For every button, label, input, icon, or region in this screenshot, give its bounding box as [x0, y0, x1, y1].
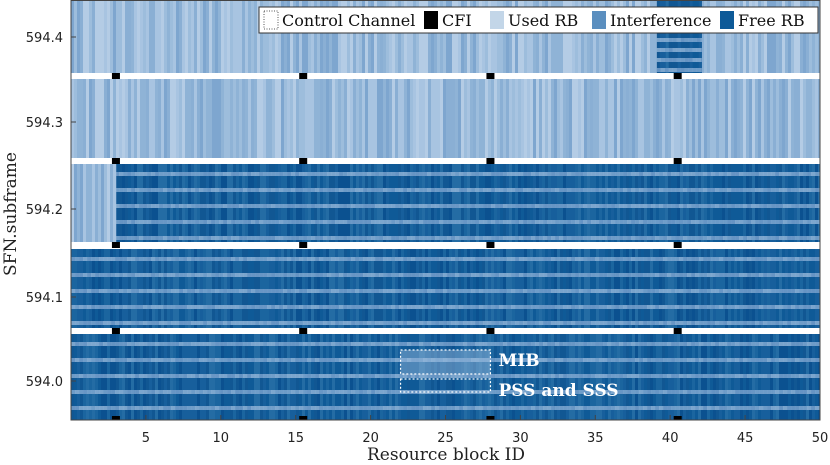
cfi-marker — [299, 73, 308, 79]
cfi-marker — [486, 73, 495, 79]
y-tick-label: 594.2 — [26, 203, 63, 218]
cfi-marker — [299, 416, 308, 420]
x-tick-label: 30 — [512, 431, 529, 446]
y-tick-label: 594.1 — [26, 291, 63, 306]
cfi-marker — [486, 416, 495, 420]
annotations: MIB PSS and SSS — [399, 349, 619, 401]
cfi-marker — [111, 416, 120, 420]
x-tick-label: 15 — [287, 431, 304, 446]
annotation-box — [399, 349, 492, 375]
cfi-marker — [486, 328, 495, 334]
legend-swatch — [490, 11, 504, 29]
tick-marks — [71, 36, 821, 420]
cfi-marker — [111, 73, 120, 79]
cfi-marker — [299, 242, 308, 248]
legend-swatch — [263, 10, 279, 30]
x-tick-label: 50 — [812, 431, 829, 446]
cfi-marker — [673, 328, 682, 334]
cfi-marker — [673, 242, 682, 248]
y-tick-labels: 594.4 594.3 594.2 594.1 594.0 — [26, 31, 63, 390]
cfi-marker — [673, 416, 682, 420]
cfi-marker — [111, 242, 120, 248]
legend-label: Control Channel — [282, 11, 415, 30]
control-channel-gap — [71, 158, 820, 164]
control-channel-gap — [71, 73, 820, 79]
subframe-band-594.3 — [71, 79, 821, 158]
annotation-label: MIB — [498, 351, 539, 371]
cfi-marker — [111, 158, 120, 164]
plot-area — [70, 0, 821, 421]
y-tick-label: 594.3 — [26, 116, 63, 131]
x-tick-label: 20 — [362, 431, 379, 446]
annotation-box — [399, 378, 492, 393]
legend: Control Channel CFI Used RB Interference Fre… — [258, 6, 819, 34]
x-tick-labels: 5 10 15 20 25 30 35 40 45 50 — [142, 431, 829, 446]
subframe-band-594.2 — [71, 164, 821, 242]
y-tick-label: 594.0 — [26, 375, 63, 390]
x-tick-label: 35 — [587, 431, 604, 446]
x-tick-label: 5 — [142, 431, 150, 446]
x-tick-label: 45 — [737, 431, 754, 446]
cfi-marker — [299, 158, 308, 164]
control-channel-gap — [71, 242, 820, 249]
interference-block — [656, 0, 702, 73]
subframe-band-594.4 — [71, 0, 821, 73]
legend-swatch — [592, 11, 606, 29]
cfi-marker — [673, 73, 682, 79]
cfi-marker — [486, 242, 495, 248]
x-tick-label: 40 — [662, 431, 679, 446]
annotation-label: PSS and SSS — [498, 381, 618, 401]
legend-swatch — [720, 11, 734, 29]
legend-label: CFI — [442, 11, 472, 30]
legend-label: Interference — [610, 11, 711, 30]
cfi-marker — [111, 328, 120, 334]
legend-swatch — [424, 11, 438, 29]
legend-label: Free RB — [738, 11, 805, 30]
subframe-band-594.0 — [71, 334, 821, 420]
control-channel-gap — [71, 328, 820, 334]
cfi-marker — [486, 158, 495, 164]
cfi-marker — [299, 328, 308, 334]
y-tick-label: 594.4 — [26, 31, 63, 46]
x-tick-label: 25 — [437, 431, 454, 446]
x-axis-title: Resource block ID — [367, 445, 525, 465]
x-tick-label: 10 — [213, 431, 230, 446]
y-axis-title: SFN.subframe — [1, 152, 21, 276]
cfi-marker — [673, 158, 682, 164]
interference-block — [71, 164, 117, 242]
subframe-band-594.1 — [71, 249, 821, 328]
legend-label: Used RB — [508, 11, 578, 30]
